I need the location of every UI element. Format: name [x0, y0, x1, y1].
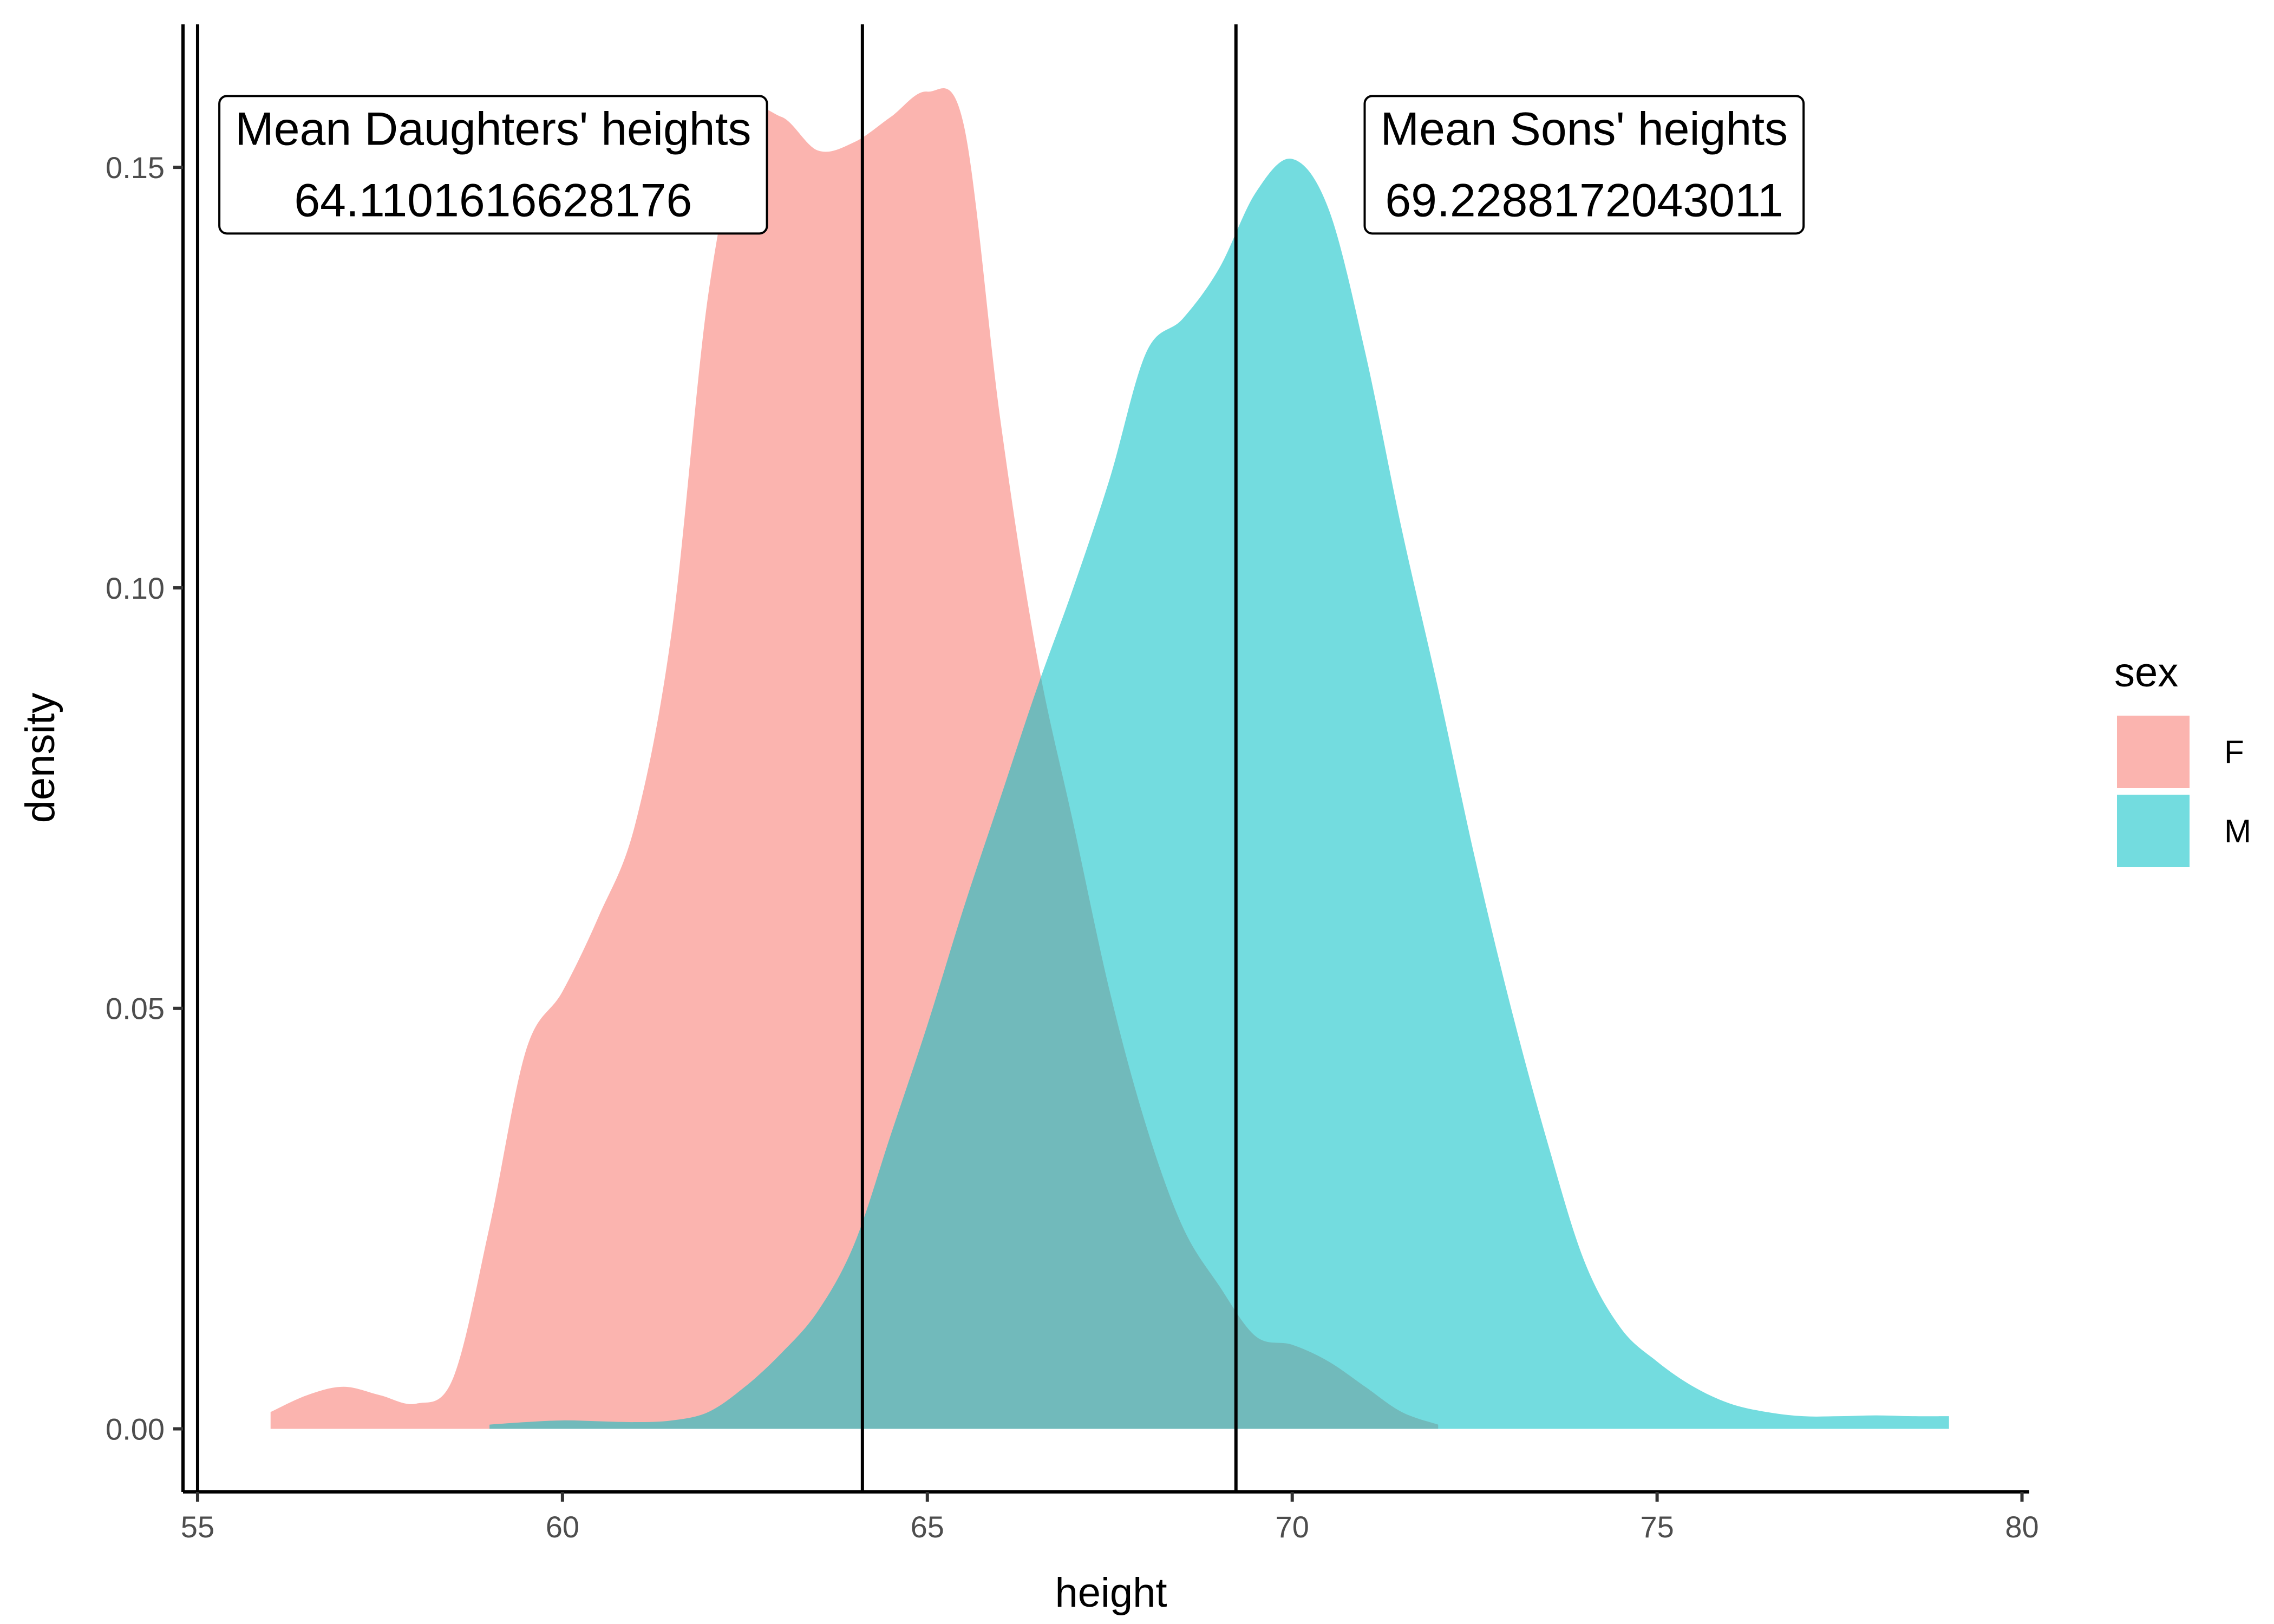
x-tick-label: 60	[546, 1510, 579, 1544]
legend: sex FM	[2114, 650, 2251, 867]
mean-lines	[195, 24, 1238, 1492]
series-layer	[270, 88, 1949, 1429]
legend-title: sex	[2114, 650, 2178, 696]
annotation-box	[218, 95, 768, 235]
y-tick-label: 0.10	[106, 571, 165, 605]
legend-label-M: M	[2224, 813, 2251, 849]
axes	[181, 24, 2029, 1494]
x-tick-label: 80	[2005, 1510, 2038, 1544]
annotation-0: Mean Daughters' heights 64.1101616628176	[218, 95, 768, 235]
density-area-M	[489, 159, 1949, 1429]
annotations: Mean Daughters' heights64.1101616628176M…	[218, 95, 1805, 235]
y-tick-label: 0.15	[106, 150, 165, 185]
annotation-title: Mean Daughters' heights	[235, 103, 751, 155]
annotation-value: 64.1101616628176	[294, 174, 692, 226]
y-tick-label: 0.00	[106, 1412, 165, 1446]
legend-key-F	[2117, 716, 2190, 788]
y-axis-title: density	[17, 693, 63, 823]
ticks: 55 60 65 70 75 80 0.00 0.05 0.10 0.15	[106, 150, 2039, 1544]
annotation-1: Mean Sons' heights 69.2288172043011	[1363, 95, 1805, 235]
annotation-title: Mean Sons' heights	[1380, 103, 1788, 155]
x-tick-label: 75	[1640, 1510, 1674, 1544]
x-tick-label: 70	[1276, 1510, 1309, 1544]
annotation-value: 69.2288172043011	[1385, 174, 1783, 226]
x-axis-title: height	[1055, 1570, 1167, 1616]
legend-items: FM	[2117, 716, 2251, 867]
x-tick-label: 55	[181, 1510, 214, 1544]
x-tick-label: 65	[911, 1510, 944, 1544]
y-tick-label: 0.05	[106, 992, 165, 1026]
density-area-F	[270, 88, 1439, 1429]
legend-key-M	[2117, 795, 2190, 867]
legend-label-F: F	[2224, 734, 2244, 770]
annotation-box	[1363, 95, 1805, 235]
